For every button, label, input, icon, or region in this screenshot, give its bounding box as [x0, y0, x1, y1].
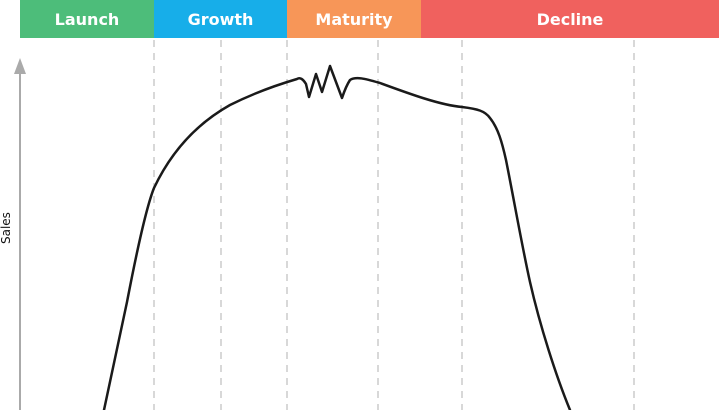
sales-curve: [102, 64, 572, 410]
y-axis: [14, 58, 26, 410]
stage-label-maturity: Maturity: [315, 9, 393, 29]
stage-band-decline: Decline: [421, 0, 719, 38]
stage-band-launch: Launch: [20, 0, 154, 38]
y-axis-arrow-icon: [14, 58, 26, 74]
stage-band-maturity: Maturity: [287, 0, 421, 38]
stage-band-growth: Growth: [154, 0, 287, 38]
stage-label-launch: Launch: [54, 9, 120, 29]
stage-dividers: [153, 40, 635, 410]
y-axis-label: Sales: [0, 212, 13, 244]
stage-label-growth: Growth: [187, 9, 254, 29]
stage-label-decline: Decline: [536, 9, 604, 29]
